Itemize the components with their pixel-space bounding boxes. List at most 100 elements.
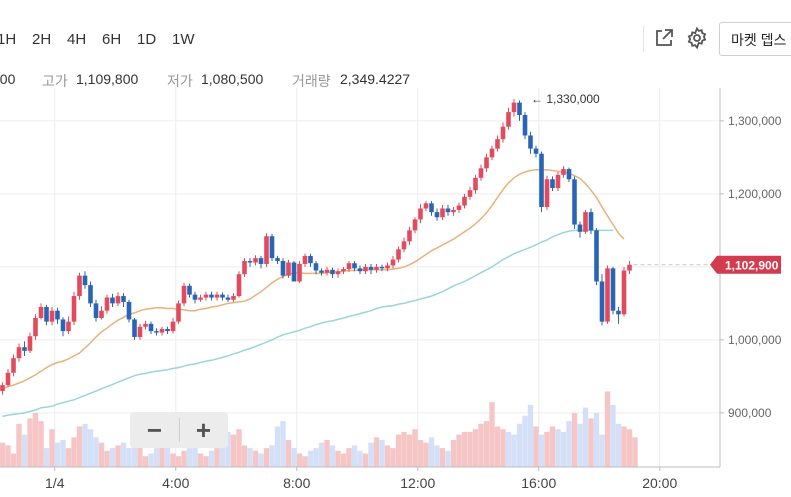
candlestick-chart[interactable]: 1,300,0001,200,0001,100,0001,000,000900,… <box>0 88 791 497</box>
candle-body <box>467 190 473 197</box>
candle-body <box>357 268 363 272</box>
candle-body <box>506 112 511 127</box>
candle-body <box>341 269 346 272</box>
volume-bar <box>489 402 495 467</box>
market-depth-button[interactable]: 마켓 뎁스 <box>719 22 791 56</box>
volume-bar <box>324 440 330 467</box>
volume-bar <box>610 404 616 467</box>
volume-bar <box>313 448 319 467</box>
candle-body <box>385 265 390 269</box>
candle-body <box>374 266 379 270</box>
candle-body <box>605 268 610 322</box>
volume-bar <box>434 445 440 467</box>
candle-body <box>291 262 297 282</box>
volume-bar <box>109 448 116 467</box>
volume-bar <box>626 429 633 467</box>
volume-bar <box>412 429 418 467</box>
candle-body <box>220 294 225 298</box>
candle-body <box>555 174 561 189</box>
volume-bar <box>236 429 242 467</box>
volume-bar <box>560 431 567 467</box>
candle-body <box>181 285 187 304</box>
volume-bar <box>368 442 374 467</box>
volume-bar <box>511 434 517 467</box>
volume-bar <box>186 448 193 467</box>
candle-body <box>418 208 423 220</box>
candle-body <box>440 208 445 218</box>
candle-body <box>302 255 308 264</box>
volume-bar <box>401 431 407 467</box>
volume-bar <box>274 426 281 467</box>
volume-bar <box>208 450 215 467</box>
x-tick-label: 4:00 <box>162 475 189 491</box>
volume-bar <box>588 418 594 467</box>
volume-bar <box>439 448 446 467</box>
volume-bar <box>164 445 171 467</box>
volume-bar <box>126 448 132 467</box>
candle-body <box>275 258 280 262</box>
candle-body <box>533 148 539 154</box>
volume-bar <box>478 423 484 467</box>
volume-bar <box>65 448 72 467</box>
interval-6h[interactable]: 6H <box>102 31 122 48</box>
candle-body <box>517 102 522 116</box>
volume-bar <box>516 423 523 467</box>
volume-bar <box>258 453 264 467</box>
current-price-badge <box>710 255 781 274</box>
candle-body <box>258 258 264 264</box>
volume-bar <box>340 453 347 467</box>
y-tick-label: 1,300,000 <box>728 114 782 128</box>
candle-body <box>60 319 66 332</box>
candle-body <box>209 294 214 298</box>
volume-bar <box>505 431 512 467</box>
interval-1h[interactable]: 1H <box>0 31 17 48</box>
candle-body <box>528 135 533 149</box>
volume-bar <box>599 434 605 467</box>
candle-body <box>583 212 588 232</box>
candle-body <box>456 205 462 210</box>
candle-body <box>242 261 247 275</box>
candle-body <box>165 328 170 332</box>
candle-body <box>33 317 38 337</box>
gear-icon[interactable] <box>685 26 709 50</box>
zoom-in-button[interactable]: + <box>179 412 228 448</box>
interval-1w[interactable]: 1W <box>172 31 195 48</box>
volume-bar <box>494 426 501 467</box>
volume-bar <box>335 450 341 467</box>
candle-body <box>401 241 407 250</box>
candle-body <box>203 294 209 298</box>
candle-body <box>423 203 429 209</box>
candle-body <box>132 319 137 337</box>
volume-bar <box>555 429 561 467</box>
candle-body <box>214 294 220 298</box>
volume-bar <box>362 453 369 467</box>
volume-bar <box>450 440 457 467</box>
volume-bar <box>32 413 39 467</box>
volume-bar <box>621 426 627 467</box>
volume-bar <box>351 445 358 467</box>
volume-bar <box>197 453 204 467</box>
x-tick-label: 12:00 <box>400 475 435 491</box>
interval-4h[interactable]: 4H <box>67 31 87 48</box>
candle-body <box>616 310 621 315</box>
x-tick-label: 1/4 <box>45 475 65 491</box>
volume-bar <box>241 445 248 467</box>
zoom-out-button[interactable]: − <box>130 412 179 448</box>
candle-body <box>231 296 236 300</box>
candle-body <box>16 347 22 359</box>
external-link-icon[interactable] <box>652 26 676 50</box>
candle-body <box>522 115 528 136</box>
interval-2h[interactable]: 2H <box>32 31 52 48</box>
volume-bar <box>219 440 226 467</box>
candle-body <box>71 296 77 322</box>
candle-body <box>176 303 181 322</box>
volume-bar <box>472 429 479 467</box>
candle-body <box>577 224 583 232</box>
candle-body <box>544 179 550 208</box>
volume-bar <box>159 442 165 467</box>
candle-body <box>66 321 71 332</box>
interval-1d[interactable]: 1D <box>137 31 157 48</box>
volume-bar <box>54 442 61 467</box>
candle-body <box>269 236 275 259</box>
candle-body <box>396 249 401 260</box>
